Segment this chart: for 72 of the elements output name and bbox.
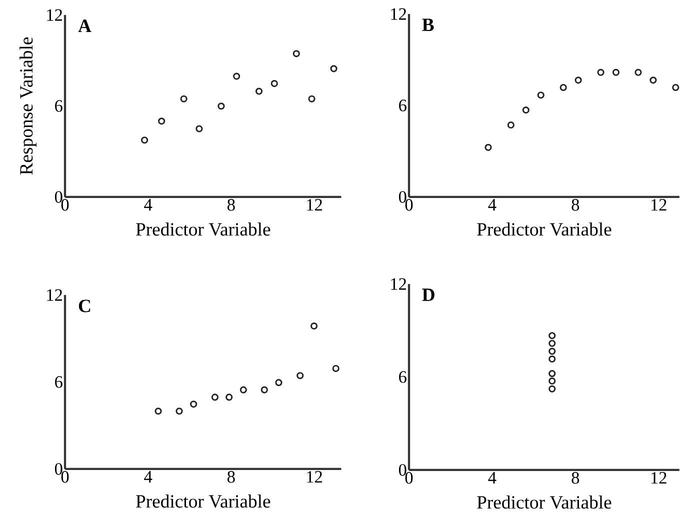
point: [330, 65, 338, 72]
point: [507, 121, 514, 129]
point: [190, 400, 198, 408]
x-axis-title: Predictor Variable: [477, 496, 612, 509]
point: [158, 118, 166, 125]
y-tick-label: 12: [391, 8, 406, 20]
point: [672, 84, 680, 92]
point: [537, 92, 544, 99]
point: [522, 106, 530, 114]
x-tick-label: 12: [651, 472, 666, 484]
chart-title: D: [422, 288, 434, 301]
x-axis-title: Predictor Variable: [136, 222, 270, 236]
point: [548, 370, 556, 378]
point: [650, 76, 657, 84]
x-tick-label: 8: [572, 472, 580, 484]
y-tick-label: 12: [391, 278, 406, 290]
x-axis-title: Predictor Variable: [136, 494, 270, 508]
y-tick-label: 0: [54, 463, 62, 475]
y-tick-label: 0: [54, 191, 62, 203]
x-tick-label: 4: [144, 199, 152, 210]
point: [574, 76, 582, 84]
point: [176, 408, 183, 415]
point: [211, 394, 218, 401]
x-tick-label: 12: [651, 199, 666, 211]
point: [612, 68, 620, 76]
x-tick-label: 4: [144, 471, 152, 482]
point: [196, 125, 203, 132]
point: [141, 136, 148, 144]
x-tick-label: 8: [228, 471, 235, 483]
x-tick-label: 12: [307, 471, 322, 483]
point: [292, 50, 300, 58]
point: [218, 102, 225, 110]
point: [308, 95, 316, 102]
point: [548, 355, 556, 363]
point: [154, 408, 162, 415]
y-tick-label: 12: [47, 9, 62, 21]
point: [310, 322, 318, 330]
point: [634, 68, 642, 76]
point: [180, 95, 188, 102]
point: [548, 348, 556, 355]
point: [275, 379, 282, 386]
point: [484, 144, 492, 151]
x-tick-label: 12: [307, 199, 322, 211]
point: [548, 332, 556, 340]
x-tick-label: 4: [488, 199, 496, 210]
point: [233, 72, 240, 80]
point: [560, 84, 567, 92]
chart-title: A: [78, 20, 92, 32]
point: [226, 394, 233, 401]
chart-title: C: [78, 300, 90, 312]
point: [240, 386, 247, 394]
point: [548, 385, 556, 392]
chart-title: B: [422, 18, 434, 31]
y-tick-label: 6: [55, 376, 62, 388]
y-tick-label: 6: [55, 100, 62, 112]
point: [332, 364, 340, 372]
point: [270, 80, 278, 88]
x-axis-title: Predictor Variable: [477, 222, 612, 236]
point: [260, 386, 268, 394]
point: [548, 340, 556, 347]
point: [296, 372, 304, 380]
x-tick-label: 8: [228, 199, 235, 211]
point: [597, 68, 604, 76]
y-tick-label: 12: [47, 289, 62, 301]
x-tick-label: 4: [488, 472, 496, 484]
y-axis-title: Response Variable: [20, 37, 36, 175]
point: [255, 88, 263, 95]
y-tick-label: 6: [399, 100, 406, 112]
y-tick-label: 0: [398, 191, 406, 203]
y-tick-label: 6: [399, 371, 406, 383]
x-tick-label: 8: [572, 199, 580, 211]
point: [548, 377, 556, 385]
